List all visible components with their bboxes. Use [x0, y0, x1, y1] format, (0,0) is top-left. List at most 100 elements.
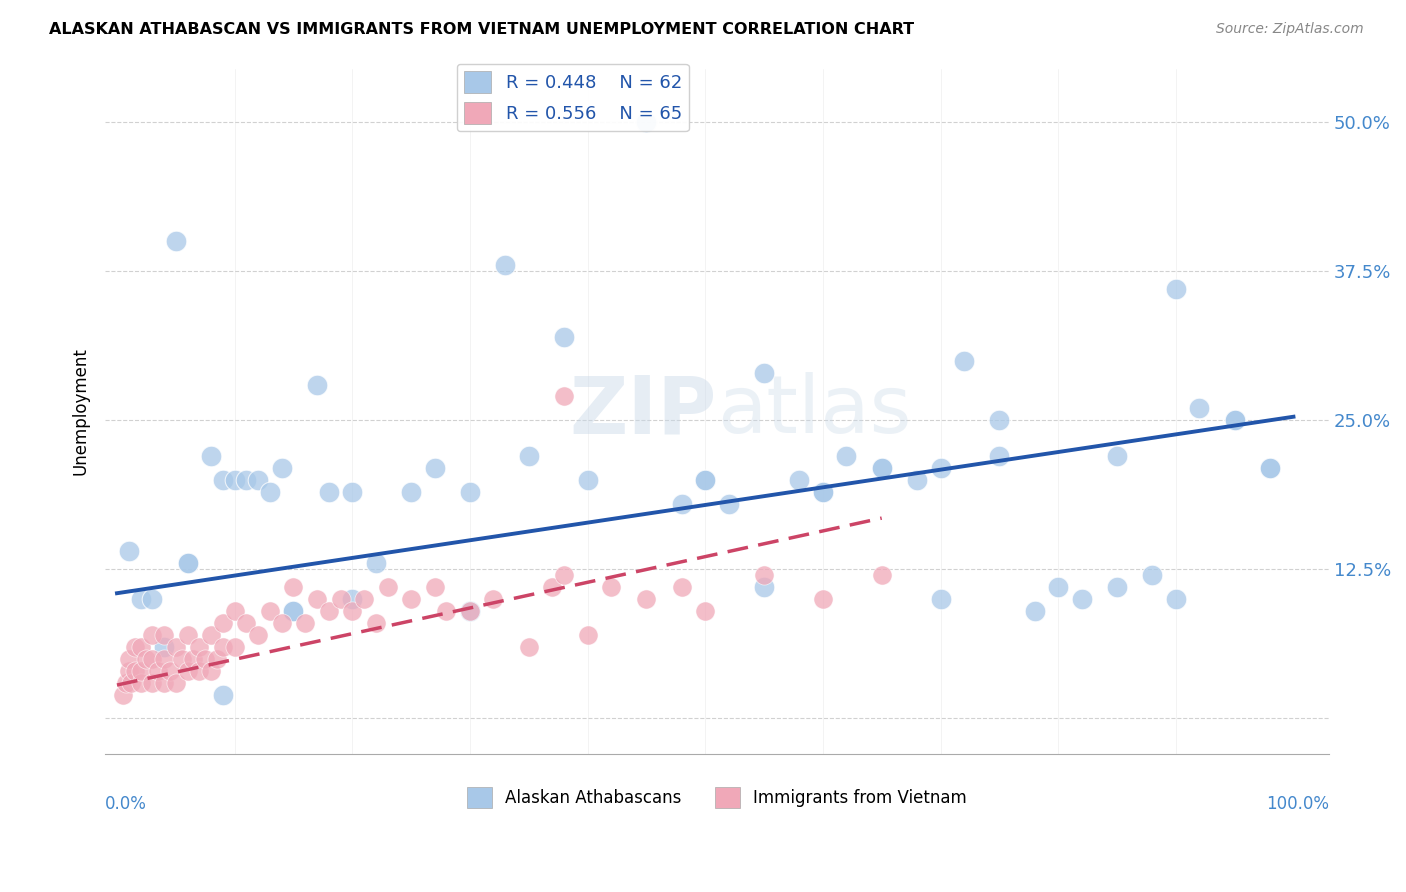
Point	[1105, 449, 1128, 463]
Point	[329, 592, 352, 607]
Y-axis label: Unemployment: Unemployment	[72, 347, 89, 475]
Point	[811, 484, 834, 499]
Point	[247, 628, 270, 642]
Point	[905, 473, 928, 487]
Point	[141, 675, 163, 690]
Point	[695, 473, 717, 487]
Point	[176, 664, 198, 678]
Point	[124, 664, 146, 678]
Point	[170, 652, 193, 666]
Point	[165, 675, 187, 690]
Point	[752, 568, 775, 582]
Point	[259, 604, 281, 618]
Text: Source: ZipAtlas.com: Source: ZipAtlas.com	[1216, 22, 1364, 37]
Point	[423, 580, 446, 594]
Point	[953, 353, 976, 368]
Point	[458, 604, 481, 618]
Point	[153, 675, 176, 690]
Point	[224, 604, 246, 618]
Point	[200, 449, 222, 463]
Point	[224, 640, 246, 654]
Point	[1258, 461, 1281, 475]
Legend: Alaskan Athabascans, Immigrants from Vietnam: Alaskan Athabascans, Immigrants from Vie…	[460, 780, 974, 814]
Point	[146, 664, 169, 678]
Point	[212, 688, 235, 702]
Text: atlas: atlas	[717, 372, 911, 450]
Point	[377, 580, 399, 594]
Point	[118, 664, 141, 678]
Point	[811, 592, 834, 607]
Point	[870, 461, 893, 475]
Point	[283, 604, 305, 618]
Point	[671, 580, 693, 594]
Point	[153, 652, 176, 666]
Point	[159, 664, 181, 678]
Point	[636, 115, 658, 129]
Point	[115, 675, 138, 690]
Point	[342, 604, 364, 618]
Point	[124, 640, 146, 654]
Point	[870, 461, 893, 475]
Point	[129, 592, 152, 607]
Point	[517, 449, 540, 463]
Point	[165, 640, 187, 654]
Point	[318, 484, 340, 499]
Point	[212, 473, 235, 487]
Point	[259, 484, 281, 499]
Point	[194, 652, 217, 666]
Point	[118, 544, 141, 558]
Point	[141, 592, 163, 607]
Point	[364, 557, 387, 571]
Point	[1258, 461, 1281, 475]
Point	[576, 473, 599, 487]
Point	[423, 461, 446, 475]
Point	[188, 664, 211, 678]
Point	[1070, 592, 1092, 607]
Point	[200, 628, 222, 642]
Point	[212, 615, 235, 630]
Point	[200, 664, 222, 678]
Text: ZIP: ZIP	[569, 372, 717, 450]
Point	[1188, 401, 1211, 416]
Point	[141, 652, 163, 666]
Text: 100.0%: 100.0%	[1265, 796, 1329, 814]
Point	[305, 377, 328, 392]
Point	[212, 640, 235, 654]
Point	[576, 628, 599, 642]
Point	[695, 604, 717, 618]
Point	[176, 557, 198, 571]
Point	[165, 235, 187, 249]
Point	[494, 258, 516, 272]
Point	[434, 604, 457, 618]
Point	[1164, 592, 1187, 607]
Point	[153, 628, 176, 642]
Point	[224, 473, 246, 487]
Point	[120, 675, 142, 690]
Point	[752, 366, 775, 380]
Point	[235, 615, 257, 630]
Point	[1047, 580, 1070, 594]
Point	[1024, 604, 1046, 618]
Point	[553, 330, 575, 344]
Point	[183, 652, 205, 666]
Point	[294, 615, 316, 630]
Point	[695, 473, 717, 487]
Point	[671, 497, 693, 511]
Point	[141, 628, 163, 642]
Point	[342, 592, 364, 607]
Point	[247, 473, 270, 487]
Point	[811, 484, 834, 499]
Point	[399, 484, 422, 499]
Point	[129, 640, 152, 654]
Point	[283, 580, 305, 594]
Point	[283, 604, 305, 618]
Point	[1164, 282, 1187, 296]
Point	[270, 615, 292, 630]
Point	[235, 473, 257, 487]
Point	[118, 652, 141, 666]
Point	[870, 568, 893, 582]
Point	[1105, 580, 1128, 594]
Point	[517, 640, 540, 654]
Point	[188, 640, 211, 654]
Point	[270, 461, 292, 475]
